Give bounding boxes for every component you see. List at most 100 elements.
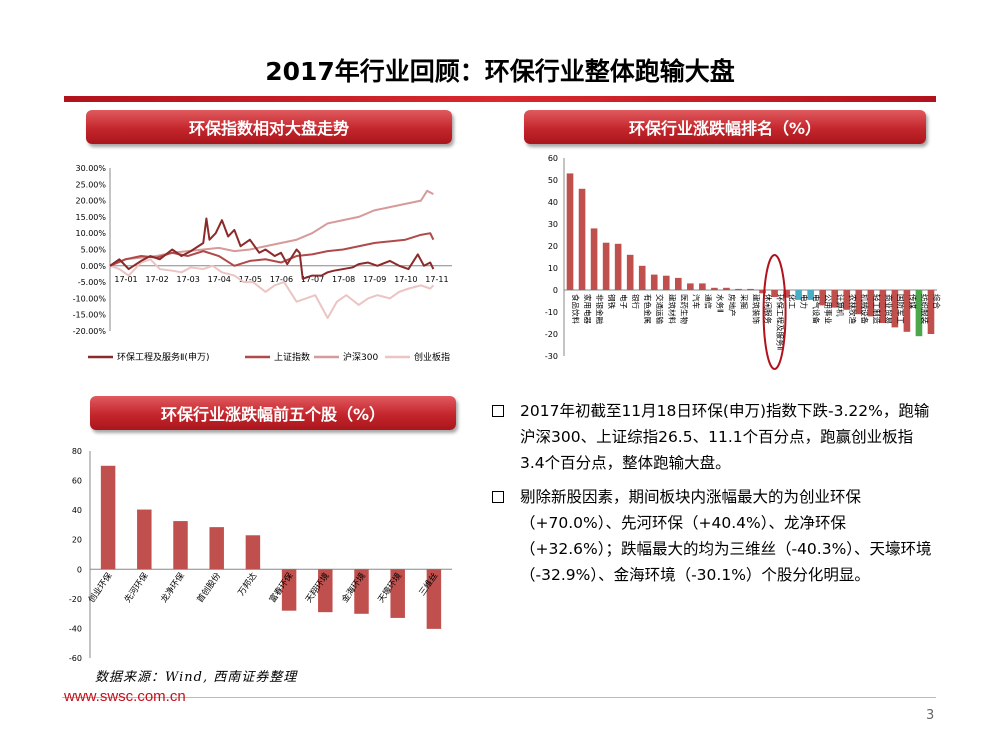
line-chart-header: 环保指数相对大盘走势: [86, 110, 452, 144]
series-line-2: [109, 232, 435, 267]
category-label: 银行: [631, 294, 641, 309]
category-label: 食品饮料: [571, 294, 581, 324]
bar: [626, 254, 634, 290]
summary-bullets: 2017年初截至11月18日环保(申万)指数下跌-3.22%，跑输沪深300、上…: [490, 398, 935, 596]
page-number: 3: [926, 708, 935, 723]
category-label: 农林牧渔: [848, 294, 858, 324]
category-label: 水务Ⅱ: [715, 294, 725, 313]
page-title: 2017年行业回顾：环保行业整体跑输大盘: [265, 57, 735, 86]
x-tick-label: 17-10: [394, 275, 417, 284]
y-tick-label: -10: [545, 308, 558, 317]
bullet-box-icon: [492, 491, 504, 503]
y-tick-label: 30: [548, 220, 558, 229]
category-label: 家用电器: [583, 294, 593, 324]
bar: [783, 290, 790, 298]
category-label: 采掘: [739, 294, 749, 309]
category-label: 建筑装饰: [752, 294, 762, 324]
bar: [245, 535, 261, 570]
bar: [173, 521, 188, 570]
legend-label: 创业板指: [414, 351, 450, 363]
bar: [674, 277, 682, 290]
category-label: 通信: [703, 294, 713, 309]
bar: [867, 290, 875, 317]
x-tick-label: 17-03: [177, 275, 200, 284]
y-tick-label: 25.00%: [75, 180, 106, 189]
category-label: 电力: [800, 294, 810, 309]
category-label: 电气设备: [812, 294, 822, 324]
category-label: 房地产: [727, 294, 737, 317]
category-label: 传媒: [908, 294, 918, 309]
bar: [354, 569, 369, 614]
category-label: 纺织服装: [920, 294, 930, 324]
category-label: 化工: [788, 294, 798, 309]
bar: [590, 228, 598, 290]
y-tick-label: 10: [548, 264, 558, 273]
y-tick-label: -30: [545, 352, 558, 361]
legend-label: 沪深300: [343, 351, 378, 363]
bar: [723, 287, 730, 290]
bullet-text: 2017年初截至11月18日环保(申万)指数下跌-3.22%，跑输沪深300、上…: [520, 402, 930, 472]
y-tick-label: 40: [72, 506, 82, 515]
category-label: 机械设备: [860, 294, 870, 324]
legend-label: 环保工程及服务Ⅱ(申万): [117, 351, 209, 363]
y-tick-label: 0: [77, 565, 82, 574]
bar: [602, 242, 610, 290]
y-tick-label: -60: [69, 654, 82, 663]
y-tick-label: 60: [548, 154, 558, 163]
bar: [699, 283, 706, 290]
footer-divider: [62, 697, 936, 698]
category-label: 钢铁: [607, 294, 617, 309]
category-label: 环保工程及服务Ⅱ: [776, 294, 786, 350]
bar: [915, 290, 923, 337]
y-tick-label: 5.00%: [81, 246, 107, 255]
stock-label: 先河环保: [122, 570, 151, 605]
y-tick-label: 15.00%: [75, 213, 106, 222]
category-label: 计算机: [836, 294, 846, 317]
bar: [100, 465, 116, 570]
bar: [711, 287, 718, 290]
bar: [578, 188, 586, 290]
series-line-1: [109, 217, 435, 280]
bar: [843, 290, 851, 310]
category-label: 有色金属: [643, 294, 653, 324]
bullet-item: 2017年初截至11月18日环保(申万)指数下跌-3.22%，跑输沪深300、上…: [490, 398, 935, 476]
legend-label: 上证指数: [274, 351, 310, 363]
highlight-ellipse: [762, 254, 787, 370]
bar: [426, 569, 442, 629]
data-source: 数据来源：Wind, 西南证券整理: [95, 670, 298, 685]
bar: [747, 288, 754, 290]
x-tick-label: 17-07: [301, 275, 324, 284]
x-tick-label: 17-06: [270, 275, 293, 284]
bar: [318, 569, 333, 613]
y-tick-label: -20: [69, 595, 82, 604]
bar: [566, 173, 574, 290]
x-tick-label: 17-01: [114, 275, 137, 284]
bar: [891, 290, 899, 328]
y-tick-label: 50: [548, 176, 558, 185]
y-tick-label: 20: [548, 242, 558, 251]
category-label: 电子: [619, 294, 629, 309]
series-line-4: [109, 258, 435, 319]
category-label: 综合: [932, 294, 942, 309]
y-tick-label: -40: [69, 624, 82, 633]
category-label: 交通运输: [655, 294, 665, 324]
bar: [662, 275, 670, 290]
bar: [879, 290, 887, 323]
stocks-chart-header: 环保行业涨跌幅前五个股（%）: [90, 396, 456, 430]
y-tick-label: -5.00%: [78, 278, 107, 287]
y-tick-label: -10.00%: [73, 294, 107, 303]
bar: [903, 290, 911, 332]
category-label: 建筑材料: [667, 294, 677, 324]
x-tick-label: 17-11: [425, 275, 448, 284]
y-tick-label: 40: [548, 198, 558, 207]
y-tick-label: 0.00%: [81, 262, 107, 271]
x-tick-label: 17-05: [239, 275, 262, 284]
bullet-item: 剔除新股因素，期间板块内涨幅最大的为创业环保（+70.0%）、先河环保（+40.…: [490, 484, 935, 588]
y-tick-label: 0: [553, 286, 558, 295]
website-link[interactable]: www.swsc.com.cn: [64, 688, 186, 705]
y-tick-label: 20: [72, 536, 82, 545]
bar: [638, 265, 646, 290]
bar: [807, 290, 814, 300]
bar: [759, 290, 766, 294]
